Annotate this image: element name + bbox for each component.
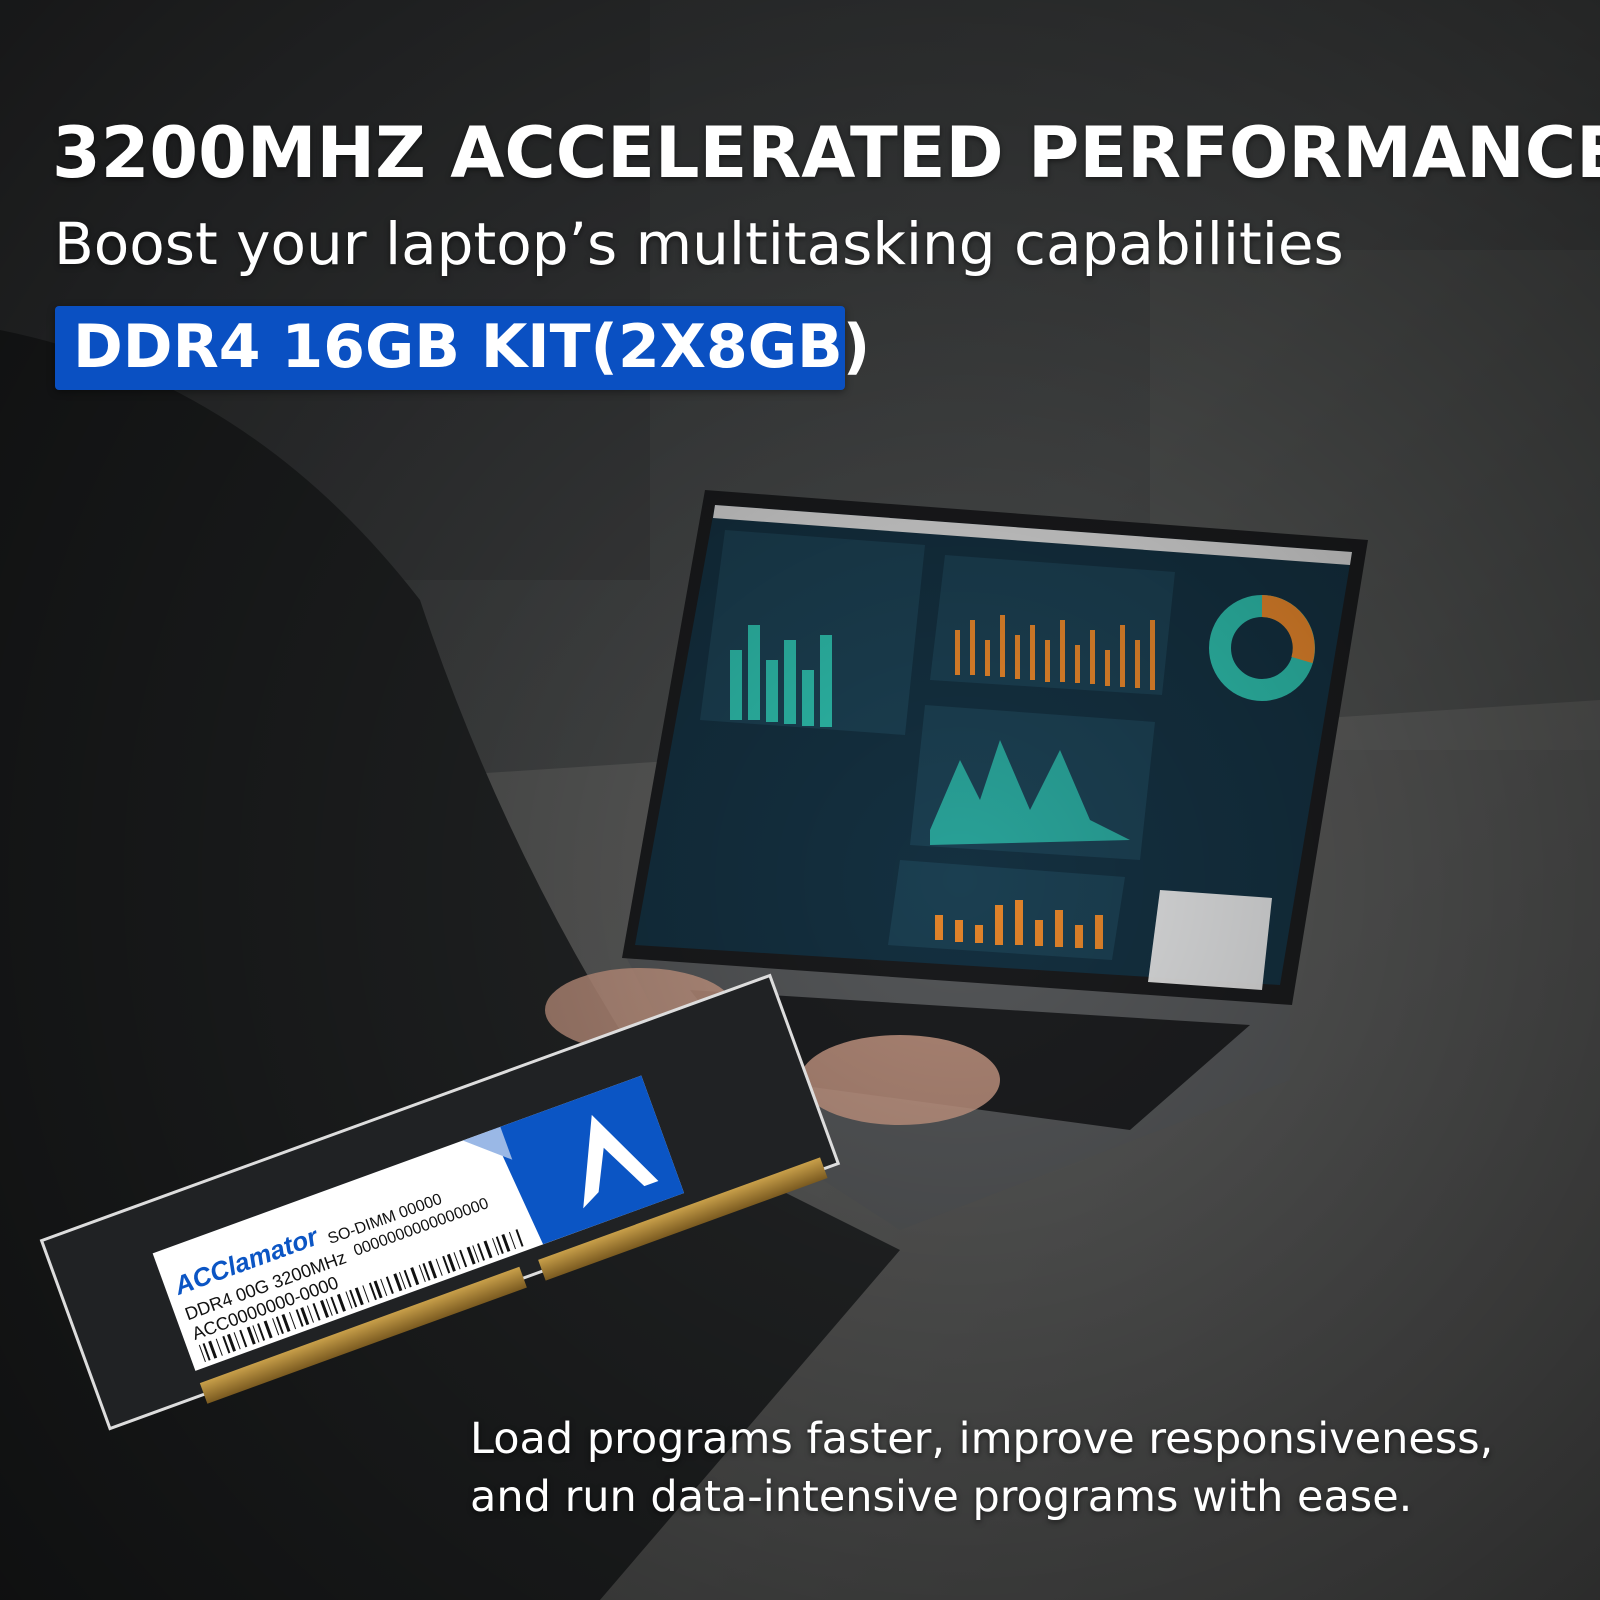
ram-module: ACClamator DDR4 00G 3200MHz ACC0000000-0… xyxy=(39,973,841,1431)
description-line-1: Load programs faster, improve responsive… xyxy=(470,1414,1494,1464)
capacity-badge-label: DDR4 16GB KIT(2X8GB) xyxy=(73,312,871,382)
brand-logo-panel xyxy=(490,1075,685,1245)
barcode xyxy=(198,1229,524,1363)
headline: 3200MHZ ACCELERATED PERFORMANCE xyxy=(52,112,1600,194)
description-line-2: and run data-intensive programs with eas… xyxy=(470,1472,1413,1522)
subheadline: Boost your laptop’s multitasking capabil… xyxy=(54,210,1344,278)
capacity-badge: DDR4 16GB KIT(2X8GB) xyxy=(55,306,870,390)
description: Load programs faster, improve responsive… xyxy=(470,1410,1493,1526)
